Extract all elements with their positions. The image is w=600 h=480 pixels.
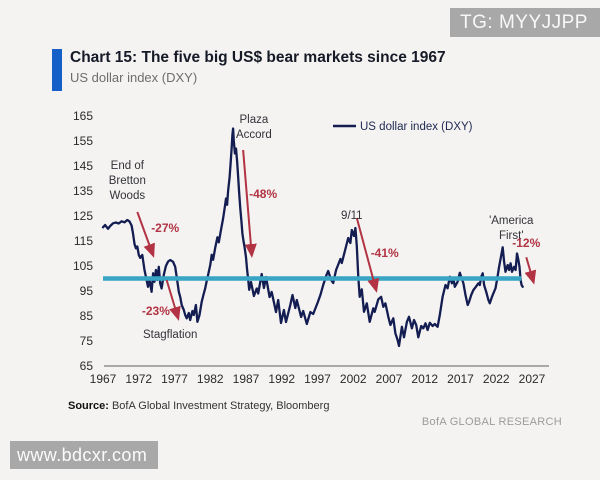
- source-label: Source:: [68, 400, 109, 412]
- annotation-drawdown-27: -27%: [151, 221, 179, 235]
- x-tick-label: 1992: [268, 372, 295, 386]
- chart-annotations: End of Bretton Woods -27% -23% Stagflation Pla…: [109, 114, 541, 341]
- x-tick-label: 2002: [340, 372, 367, 386]
- y-tick-label: 105: [73, 259, 93, 273]
- arrow-america-first: [524, 256, 537, 285]
- annotation-drawdown-23: -23%: [142, 304, 170, 318]
- arrow-bretton: [136, 211, 155, 258]
- arrow-911: [355, 217, 380, 293]
- annotation-nine-eleven: 9/11: [341, 210, 363, 222]
- annotation-drawdown-12: -12%: [512, 236, 540, 250]
- annotation-end-of-bretton-woods: Bretton: [109, 175, 146, 187]
- annotation-plaza-accord: Plaza: [239, 114, 268, 126]
- annotation-plaza-accord: Accord: [236, 129, 272, 141]
- y-tick-label: 65: [80, 359, 94, 373]
- legend-label: US dollar index (DXY): [360, 121, 473, 133]
- dxy-series-line: [101, 127, 524, 348]
- y-tick-label: 135: [73, 184, 93, 198]
- bear-market-arrows: [136, 149, 537, 321]
- x-tick-label: 1997: [304, 372, 331, 386]
- watermark-bottom: www.bdcxr.com: [10, 441, 158, 469]
- annotation-drawdown-41: -41%: [371, 246, 399, 260]
- y-tick-label: 115: [74, 234, 93, 248]
- x-tick-label: 2007: [376, 372, 403, 386]
- x-tick-label: 1977: [161, 372, 188, 386]
- x-tick-label: 2012: [411, 372, 438, 386]
- x-tick-label: 2022: [483, 372, 510, 386]
- bofa-global-research-watermark: BofA GLOBAL RESEARCH: [421, 416, 562, 428]
- annotation-stagflation: Stagflation: [143, 329, 197, 341]
- x-tick-label: 1972: [125, 372, 152, 386]
- y-tick-label: 85: [80, 309, 94, 323]
- y-tick-label: 75: [80, 334, 94, 348]
- annotation-america-first: 'America: [489, 215, 534, 227]
- chart-title: Chart 15: The five big US$ bear markets …: [70, 49, 446, 66]
- title-accent-bar: [52, 49, 62, 91]
- chart-subtitle: US dollar index (DXY): [70, 70, 198, 85]
- y-axis-tick-labels: 65 75 85 95 105 115 125 135 145 155 165: [73, 109, 93, 373]
- y-tick-label: 155: [73, 134, 93, 148]
- annotation-end-of-bretton-woods: End of: [111, 160, 145, 172]
- x-axis-tick-labels: 1967 1972 1977 1982 1987 1992 1997 2002 2007 2012…: [90, 372, 546, 386]
- x-tick-label: 1987: [233, 372, 260, 386]
- annotation-america-first: First': [499, 230, 524, 242]
- x-tick-label: 2017: [447, 372, 474, 386]
- watermark-top: TG: MYYJJPP: [450, 8, 600, 37]
- arrow-stagflation: [165, 279, 181, 321]
- y-tick-label: 95: [80, 284, 94, 298]
- y-tick-label: 145: [73, 159, 93, 173]
- arrow-plaza: [242, 149, 257, 258]
- y-tick-label: 125: [73, 209, 93, 223]
- x-tick-label: 2027: [519, 372, 546, 386]
- source-text: BofA Global Investment Strategy, Bloombe…: [111, 400, 330, 412]
- x-tick-label: 1967: [90, 372, 117, 386]
- annotation-end-of-bretton-woods: Woods: [110, 190, 146, 202]
- source-line: Source: BofA Global Investment Strategy, …: [68, 400, 329, 412]
- y-tick-label: 165: [73, 109, 93, 123]
- x-tick-label: 1982: [197, 372, 224, 386]
- legend: US dollar index (DXY): [333, 121, 473, 133]
- annotation-drawdown-48: -48%: [249, 187, 277, 201]
